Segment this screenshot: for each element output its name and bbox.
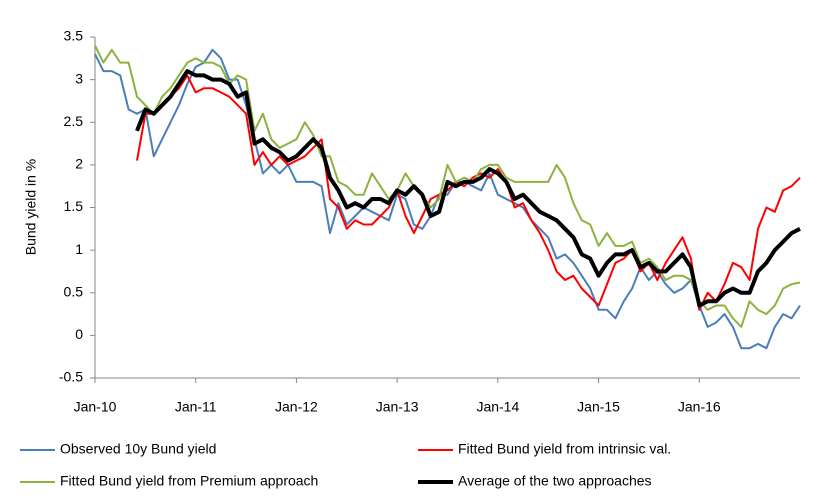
y-tick-label: 1 (75, 241, 83, 257)
x-tick-label: Jan-10 (74, 399, 117, 415)
y-tick-label: 3.5 (64, 28, 84, 44)
legend-label: Fitted Bund yield from intrinsic val. (458, 441, 671, 457)
y-tick-label: 2 (75, 156, 83, 172)
y-tick-label: -0.5 (59, 369, 83, 385)
x-tick-label: Jan-11 (175, 399, 217, 415)
x-tick-label: Jan-12 (275, 399, 318, 415)
x-tick-label: Jan-15 (577, 399, 620, 415)
legend-label: Observed 10y Bund yield (60, 441, 216, 457)
y-tick-label: 0 (75, 326, 83, 342)
y-axis-title: Bund yield in % (23, 159, 39, 256)
y-tick-label: 3 (75, 70, 83, 86)
x-tick-label: Jan-13 (376, 399, 419, 415)
series-line (94, 48, 801, 350)
x-tick-label: Jan-14 (476, 399, 519, 415)
y-tick-label: 2.5 (64, 113, 84, 129)
series-line (135, 69, 801, 308)
series-line (136, 74, 801, 311)
series-line (94, 45, 801, 328)
y-tick-label: 1.5 (64, 198, 84, 214)
legend-label: Fitted Bund yield from Premium approach (60, 473, 318, 489)
legend-label: Average of the two approaches (458, 473, 652, 489)
x-tick-label: Jan-16 (678, 399, 721, 415)
y-tick-label: 0.5 (64, 283, 84, 299)
